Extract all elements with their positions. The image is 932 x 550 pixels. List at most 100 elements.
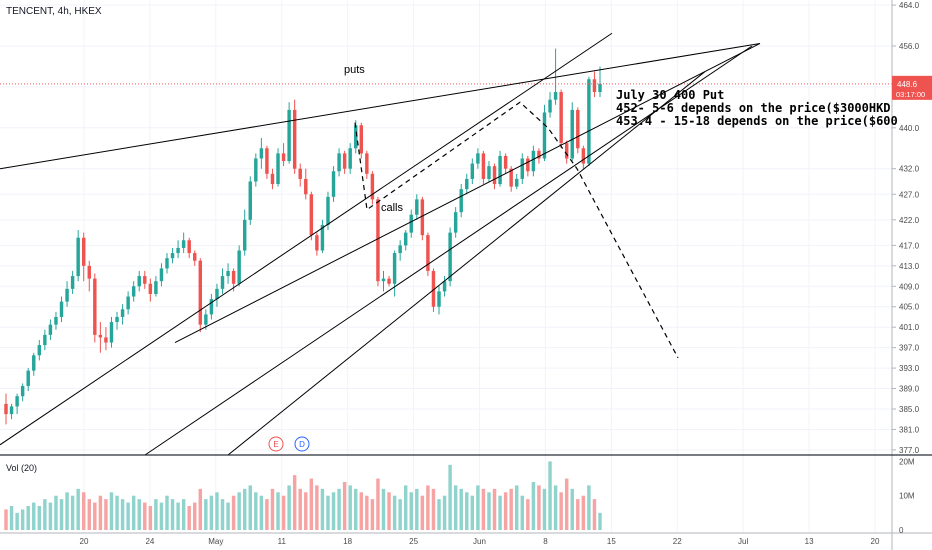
candle-body [598, 83, 602, 93]
projected-path [354, 101, 679, 359]
price-tick-label: 432.0 [899, 165, 920, 174]
price-tick-label: 385.0 [899, 405, 920, 414]
volume-bar [331, 492, 336, 530]
volume-bar [292, 475, 297, 530]
candle-body [87, 265, 91, 279]
volume-bar [220, 499, 225, 530]
volume-bar [193, 502, 197, 530]
candle-body [304, 178, 308, 195]
volume-bar [342, 482, 347, 530]
volume-bar [198, 488, 203, 530]
volume-tick-label: 0 [899, 526, 904, 535]
candle-body [515, 178, 519, 187]
candle-body [148, 283, 153, 294]
volume-bar [248, 485, 252, 530]
volume-bar [442, 495, 447, 530]
candle-body [326, 196, 330, 225]
candle-body [553, 92, 558, 100]
dividend-marker [294, 436, 310, 452]
candle-body [420, 199, 425, 236]
candle-body [81, 237, 86, 266]
candle-body [287, 109, 291, 162]
time-tick-label: 11 [278, 537, 287, 546]
price-tick-label: 464.0 [899, 1, 920, 10]
candle-body [276, 153, 280, 185]
price-tick-label: 417.0 [899, 241, 920, 250]
candle-body [453, 212, 458, 233]
candle-body [465, 178, 469, 190]
candle-body [259, 148, 264, 159]
volume-bar [320, 488, 325, 530]
volume-bar [81, 492, 86, 530]
channel-lower-line [227, 71, 706, 456]
candle-body [204, 314, 208, 325]
volume-tick-label: 20M [899, 457, 915, 466]
candle-body [98, 334, 103, 338]
volume-bar [453, 485, 458, 530]
time-tick-label: 22 [673, 537, 682, 546]
candle-body [481, 153, 486, 179]
volume-bar [576, 499, 580, 530]
volume-bar [148, 506, 153, 530]
volume-bar [126, 502, 130, 530]
volume-bar [592, 499, 597, 530]
candle-body [315, 235, 319, 251]
candle-body [426, 235, 430, 271]
candle-body [43, 334, 47, 346]
volume-bar [570, 488, 574, 530]
candle-body [15, 396, 19, 407]
volume-bar [181, 499, 186, 530]
volume-bar [65, 492, 69, 530]
resistance-trendline [0, 42, 761, 170]
calls-label: calls [381, 202, 404, 214]
volume-bar [448, 464, 452, 530]
time-tick-label: 8 [543, 537, 548, 546]
candle-body [370, 173, 375, 200]
price-tick-label: 422.0 [899, 216, 920, 225]
volume-bar [115, 495, 119, 530]
candle-body [337, 153, 341, 172]
volume-bar [242, 488, 247, 530]
volume-bar [237, 492, 241, 530]
candle-body [442, 281, 447, 292]
volume-bar [20, 509, 25, 530]
candle-body [570, 109, 574, 159]
candle-body [542, 112, 547, 159]
candle-body [281, 153, 286, 162]
candle-body [559, 92, 563, 144]
volume-bar [204, 499, 208, 530]
candle-body [398, 245, 402, 254]
candle-body [354, 125, 358, 149]
volume-bar [215, 492, 219, 530]
candle-body [581, 148, 586, 164]
volume-bar [548, 461, 552, 530]
candle-body [459, 189, 463, 213]
time-tick-label: Jun [473, 537, 486, 546]
chart-grid [0, 0, 892, 533]
volume-bar [9, 506, 14, 530]
candle-body [381, 278, 386, 282]
candle-body [126, 296, 130, 310]
candle-body [248, 181, 252, 220]
volume-bar [43, 499, 47, 530]
candle-body [104, 337, 108, 343]
volume-bar [381, 488, 386, 530]
volume-bar [492, 488, 497, 530]
volume-bar [398, 499, 402, 530]
candle-body [32, 355, 36, 371]
candle-body [137, 276, 141, 287]
time-tick-label: May [208, 537, 223, 546]
volume-bar [15, 512, 19, 530]
volume-bar [298, 488, 302, 530]
candle-body [93, 278, 97, 335]
volume-bar [176, 502, 180, 530]
volume-bar [226, 502, 230, 530]
candle-body [309, 194, 314, 236]
time-tick-label: 15 [607, 537, 616, 546]
candle-body [476, 153, 480, 164]
candle-body [265, 148, 269, 174]
volume-bar [487, 492, 491, 530]
volume-bar [459, 488, 463, 530]
